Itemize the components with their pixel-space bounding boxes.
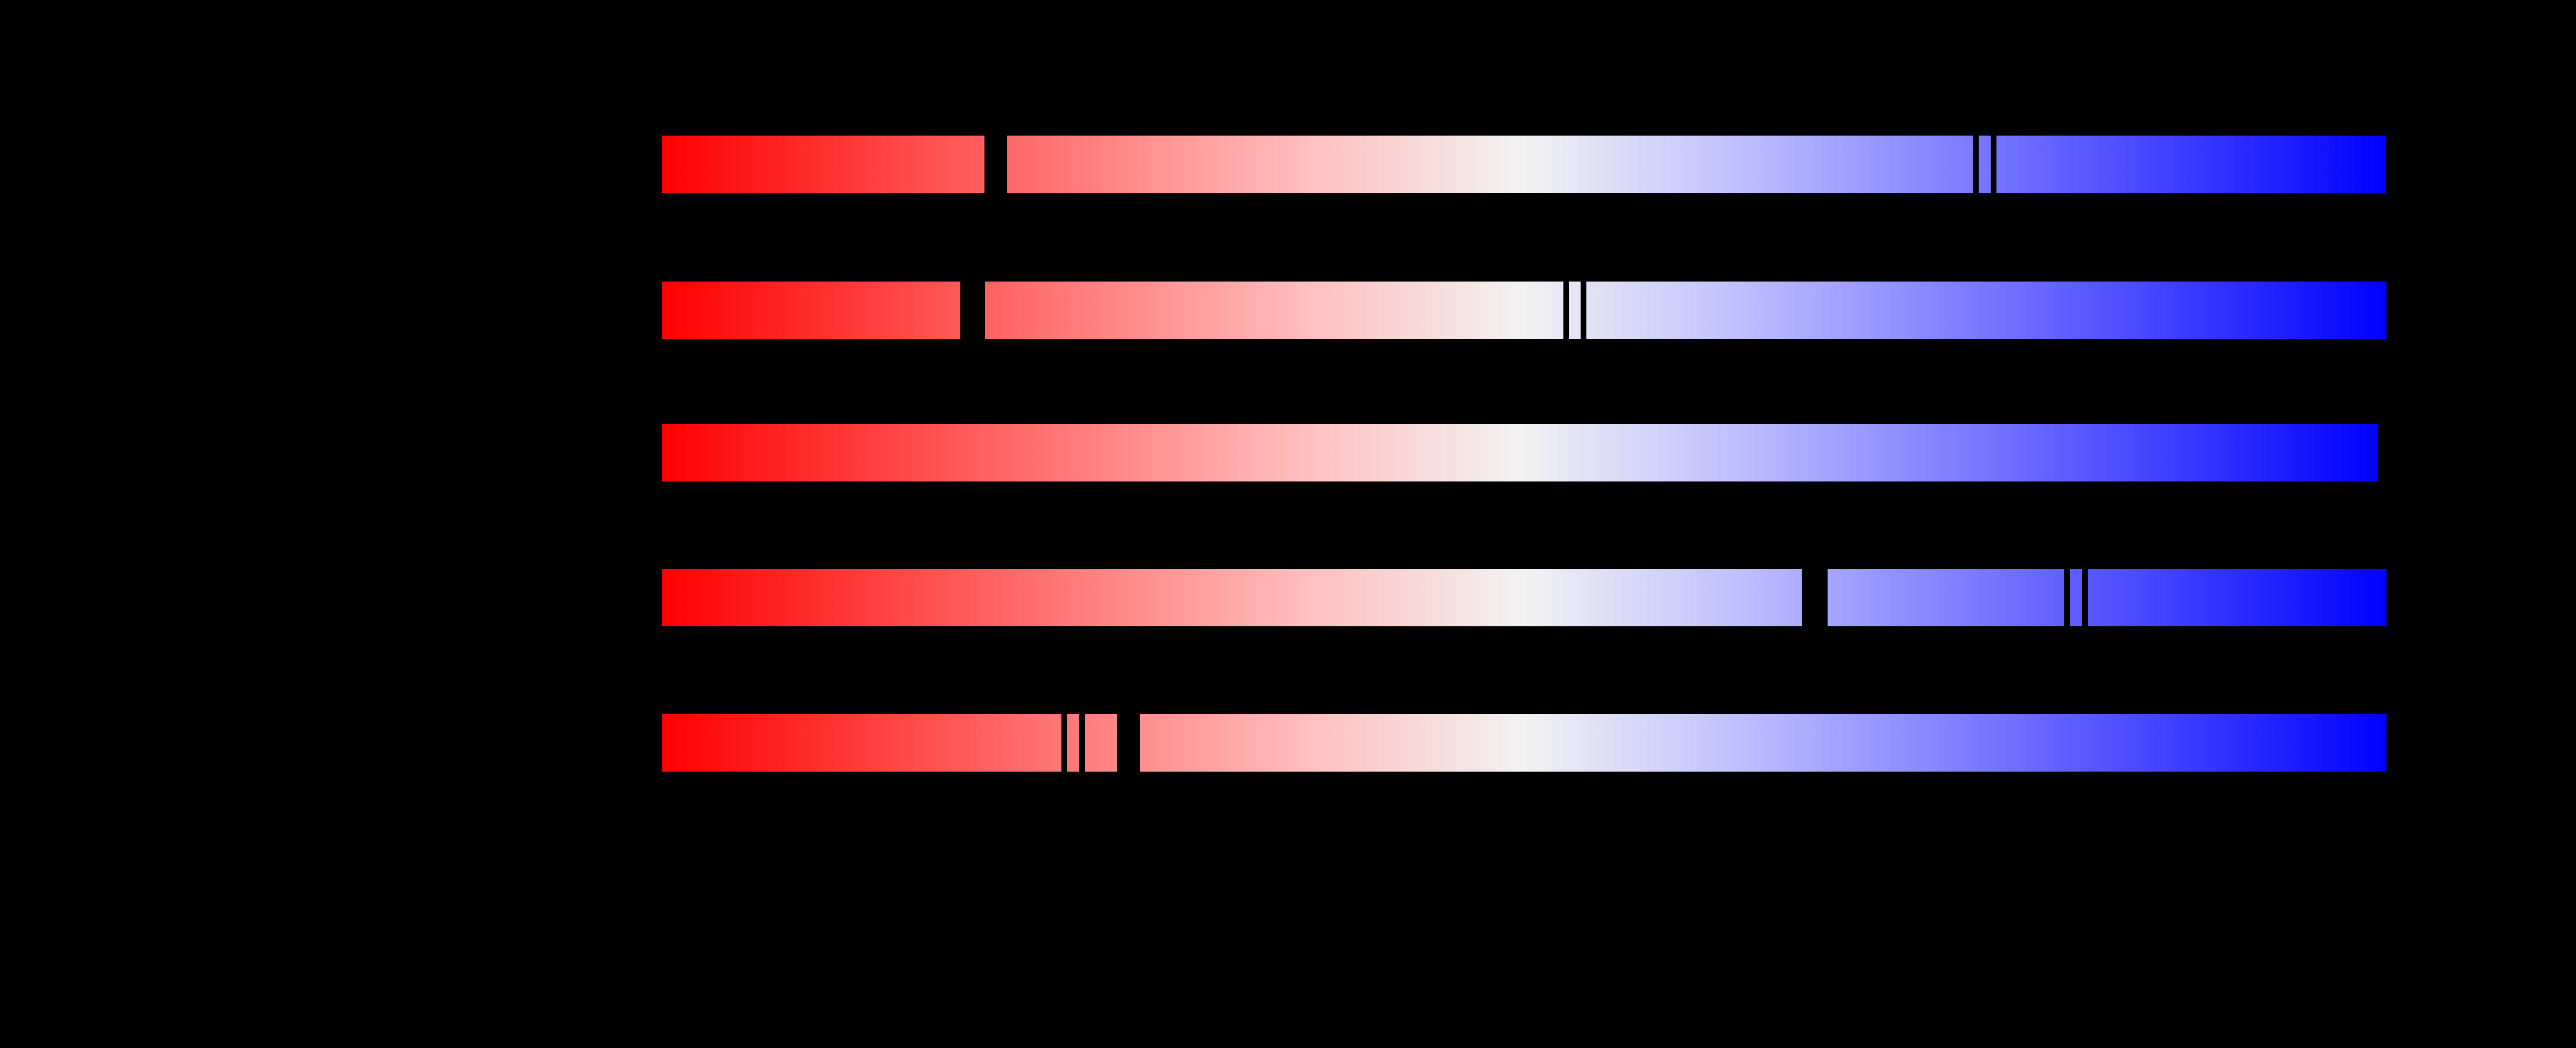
colorbar-segment-3-3 — [2088, 569, 2386, 626]
colorbar-segment-3-2 — [2070, 569, 2082, 626]
colorbar-gradient-fill — [2088, 569, 2386, 626]
colorbar-gradient-fill — [1569, 282, 1581, 339]
colorbar-gradient-fill — [2070, 569, 2082, 626]
colorbar-gradient-fill — [662, 569, 1802, 626]
colorbar-track-4 — [662, 714, 2386, 772]
colorbar-track-0 — [662, 136, 2385, 193]
colorbar-gradient-fill — [1996, 136, 2385, 193]
colorbar-segment-4-2 — [1085, 714, 1117, 772]
colorbar-gradient-fill — [662, 282, 960, 339]
colorbar-segment-0-3 — [1996, 136, 2385, 193]
colorbar-gradient-fill — [1979, 136, 1991, 193]
colorbar-segment-1-3 — [1586, 282, 2386, 339]
colorbar-row-1 — [0, 282, 2576, 339]
colorbar-track-2 — [662, 424, 2378, 481]
colorbar-track-1 — [662, 282, 2386, 339]
colorbar-gradient-fill — [1828, 569, 2064, 626]
colorbar-segment-3-0 — [662, 569, 1802, 626]
colorbar-row-2 — [0, 424, 2576, 481]
colorbar-track-3 — [662, 569, 2386, 626]
colorbar-segment-1-0 — [662, 282, 960, 339]
colorbar-gradient-fill — [1067, 714, 1079, 772]
colorbar-segment-1-2 — [1569, 282, 1581, 339]
colorbar-row-4 — [0, 714, 2576, 772]
colorbar-gradient-fill — [662, 424, 2378, 481]
colorbar-segment-0-1 — [1007, 136, 1973, 193]
colorbar-gradient-fill — [1007, 136, 1973, 193]
colorbar-gradient-fill — [1140, 714, 2386, 772]
colorbar-gradient-fill — [1085, 714, 1117, 772]
colorbar-segment-4-0 — [662, 714, 1061, 772]
colorbar-segment-3-1 — [1828, 569, 2064, 626]
colorbar-gradient-fill — [662, 714, 1061, 772]
colorbar-row-3 — [0, 569, 2576, 626]
colorbar-gradient-fill — [985, 282, 1563, 339]
colorbar-segment-0-0 — [662, 136, 984, 193]
colorbar-segment-4-1 — [1067, 714, 1079, 772]
colorbar-segment-1-1 — [985, 282, 1563, 339]
colorbar-segment-2-0 — [662, 424, 2378, 481]
colorbar-gradient-fill — [662, 136, 984, 193]
colorbar-segment-4-3 — [1140, 714, 2386, 772]
colorbar-row-0 — [0, 136, 2576, 193]
colorbar-segment-0-2 — [1979, 136, 1991, 193]
colorbar-gradient-fill — [1586, 282, 2386, 339]
